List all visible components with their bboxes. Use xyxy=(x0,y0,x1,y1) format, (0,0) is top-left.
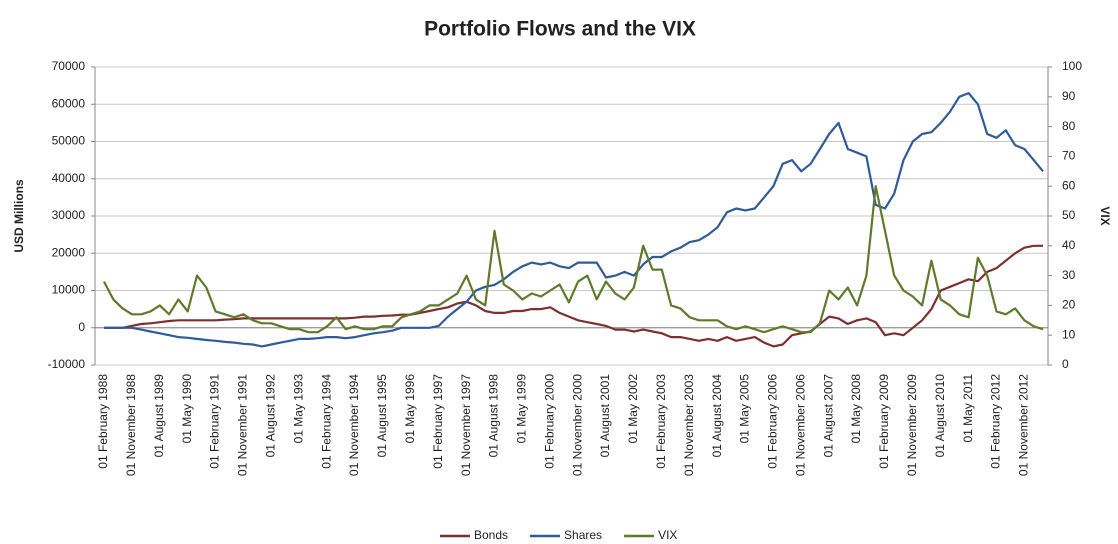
y2-tick-label: 60 xyxy=(1062,178,1076,192)
y-tick-label: 10000 xyxy=(52,283,86,297)
x-tick-label: 01 May 2002 xyxy=(626,374,640,444)
series-line xyxy=(104,244,1043,348)
y2-tick-label: 10 xyxy=(1062,327,1076,341)
x-tick-label: 01 November 1994 xyxy=(347,374,361,476)
series-line xyxy=(104,92,1044,348)
series-line xyxy=(103,185,1044,334)
x-tick-label: 01 February 2012 xyxy=(989,374,1003,469)
y2-tick-label: 90 xyxy=(1062,89,1076,103)
x-tick-label: 01 August 1998 xyxy=(487,374,501,458)
x-tick-label: 01 August 2001 xyxy=(598,374,612,458)
x-tick-label: 01 February 2006 xyxy=(766,374,780,469)
y2-tick-label: 40 xyxy=(1062,238,1076,252)
y2-tick-label: 20 xyxy=(1062,298,1076,312)
legend-label: Bonds xyxy=(474,528,508,542)
y-tick-label: 20000 xyxy=(52,245,86,259)
y2-axis-title: VIX xyxy=(1098,206,1112,225)
x-tick-label: 01 November 2006 xyxy=(793,374,807,476)
x-tick-label: 01 November 2000 xyxy=(570,374,584,476)
y2-tick-label: 50 xyxy=(1062,208,1076,222)
y-tick-label: 60000 xyxy=(52,96,86,110)
x-tick-label: 01 November 1988 xyxy=(124,374,138,476)
x-tick-label: 01 November 2012 xyxy=(1017,374,1031,476)
x-tick-label: 01 August 1989 xyxy=(152,374,166,458)
x-tick-label: 01 August 2010 xyxy=(933,374,947,458)
x-tick-label: 01 May 2008 xyxy=(849,374,863,444)
y-tick-label: -10000 xyxy=(48,357,86,371)
y2-tick-label: 70 xyxy=(1062,149,1076,163)
y-tick-label: 30000 xyxy=(52,208,86,222)
x-tick-label: 01 May 1999 xyxy=(515,374,529,444)
y-tick-label: 0 xyxy=(78,320,85,334)
x-tick-label: 01 November 1997 xyxy=(459,374,473,476)
x-tick-label: 01 November 2003 xyxy=(682,374,696,476)
y2-tick-label: 0 xyxy=(1062,357,1069,371)
y2-tick-label: 80 xyxy=(1062,119,1076,133)
x-tick-label: 01 February 2003 xyxy=(654,374,668,469)
y-tick-label: 70000 xyxy=(52,59,86,73)
y-tick-label: 40000 xyxy=(52,171,86,185)
y-tick-label: 50000 xyxy=(52,134,86,148)
legend-label: VIX xyxy=(658,528,677,542)
legend-label: Shares xyxy=(564,528,602,542)
y2-tick-label: 100 xyxy=(1062,59,1082,73)
x-tick-label: 01 November 2009 xyxy=(905,374,919,476)
x-tick-label: 01 August 2004 xyxy=(710,374,724,458)
x-tick-label: 01 May 1993 xyxy=(291,374,305,444)
x-tick-label: 01 May 2005 xyxy=(738,374,752,444)
x-tick-label: 01 February 2000 xyxy=(542,374,556,469)
chart-title: Portfolio Flows and the VIX xyxy=(424,18,696,41)
y2-tick-label: 30 xyxy=(1062,268,1076,282)
x-tick-label: 01 November 1991 xyxy=(236,374,250,476)
y-axis-title: USD Millions xyxy=(12,179,26,253)
x-tick-label: 01 May 1990 xyxy=(180,374,194,444)
x-tick-label: 01 February 1991 xyxy=(208,374,222,469)
x-tick-label: 01 August 1992 xyxy=(264,374,278,458)
x-tick-label: 01 February 1988 xyxy=(96,374,110,469)
x-tick-label: 01 August 1995 xyxy=(375,374,389,458)
x-tick-label: 01 May 2011 xyxy=(961,374,975,443)
x-tick-label: 01 February 1994 xyxy=(319,374,333,469)
x-tick-label: 01 August 2007 xyxy=(821,374,835,458)
x-tick-label: 01 February 2009 xyxy=(877,374,891,469)
x-tick-label: 01 February 1997 xyxy=(431,374,445,469)
x-tick-label: 01 May 1996 xyxy=(403,374,417,444)
